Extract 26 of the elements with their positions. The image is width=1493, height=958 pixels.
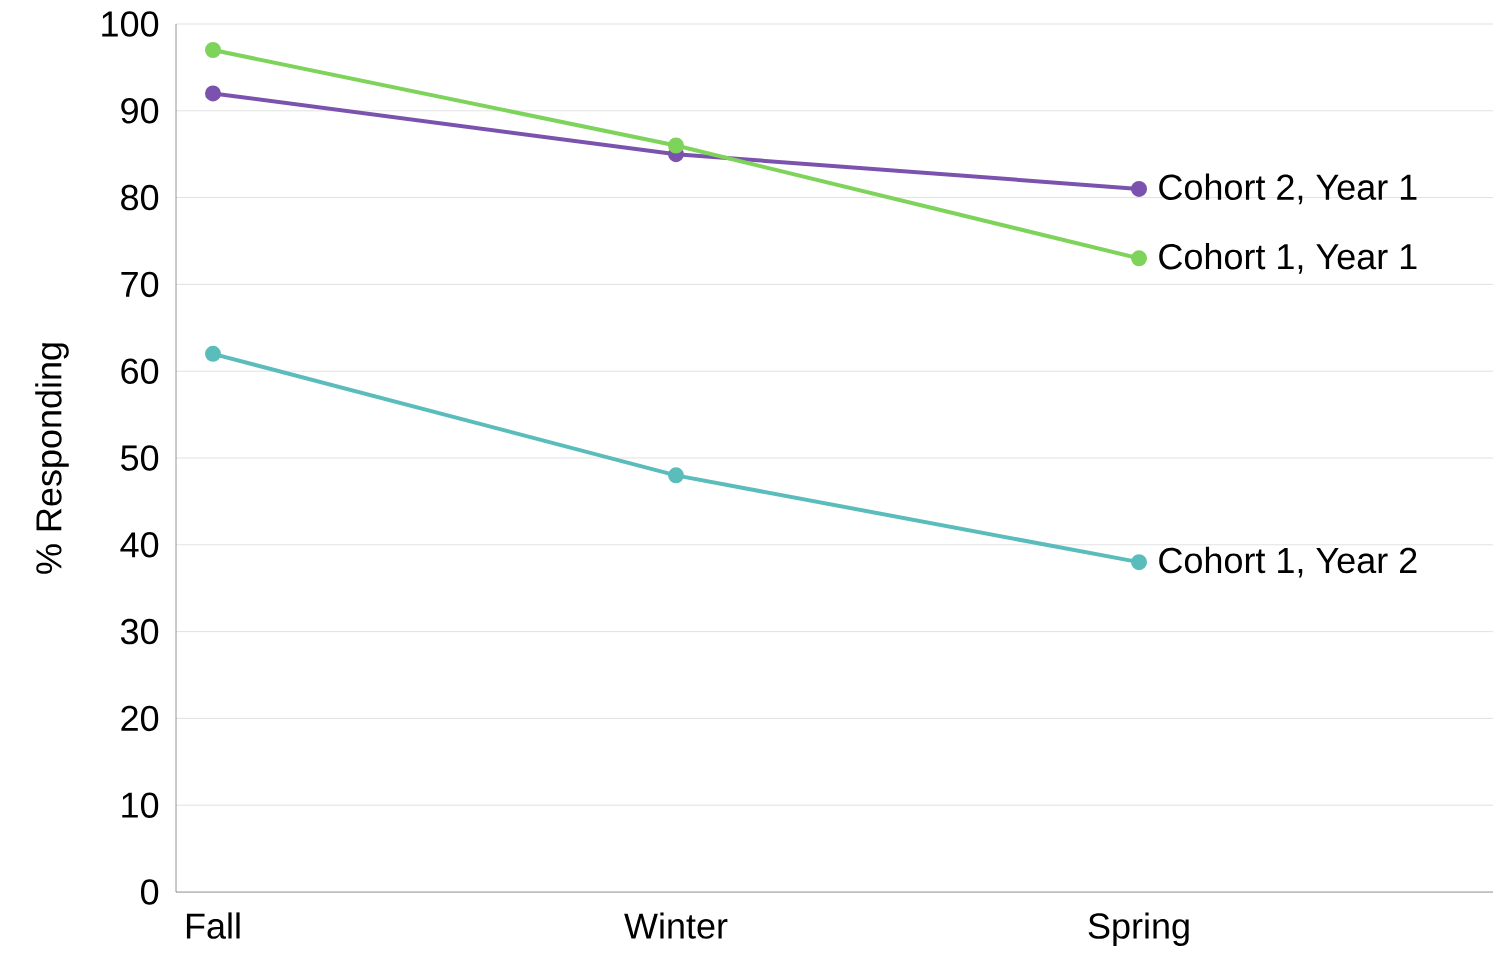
x-tick-label: Spring — [1088, 912, 1189, 946]
y-tick-label: 100 — [102, 11, 159, 37]
y-tick-label: 0 — [140, 879, 159, 905]
x-tick-label: Fall — [186, 912, 240, 939]
y-tick-label: 70 — [121, 271, 159, 298]
y-tick-label: 10 — [122, 792, 159, 818]
point — [668, 467, 685, 484]
y-tick-label: 60 — [121, 358, 159, 384]
y-axis-title: % Responding — [35, 343, 69, 574]
point — [1131, 554, 1148, 571]
x-tick-label: Winter — [624, 912, 728, 939]
point — [205, 345, 221, 362]
y-tick-label: 20 — [121, 705, 159, 732]
series-label: Cohort 1, Year 2 — [1159, 546, 1417, 578]
point — [205, 85, 221, 102]
series-label: Cohort 2, Year 1 — [1159, 173, 1417, 205]
y-tick-label: 80 — [121, 184, 159, 211]
y-tick-label: 50 — [121, 445, 159, 471]
y-tick-label: 30 — [120, 618, 159, 645]
point — [1131, 180, 1148, 197]
series-label: Cohort 1, Year 1 — [1159, 243, 1417, 274]
point — [668, 137, 685, 154]
point — [1131, 250, 1148, 267]
y-tick-label: 90 — [121, 98, 159, 124]
point — [205, 42, 221, 59]
y-tick-label: 40 — [120, 532, 159, 558]
